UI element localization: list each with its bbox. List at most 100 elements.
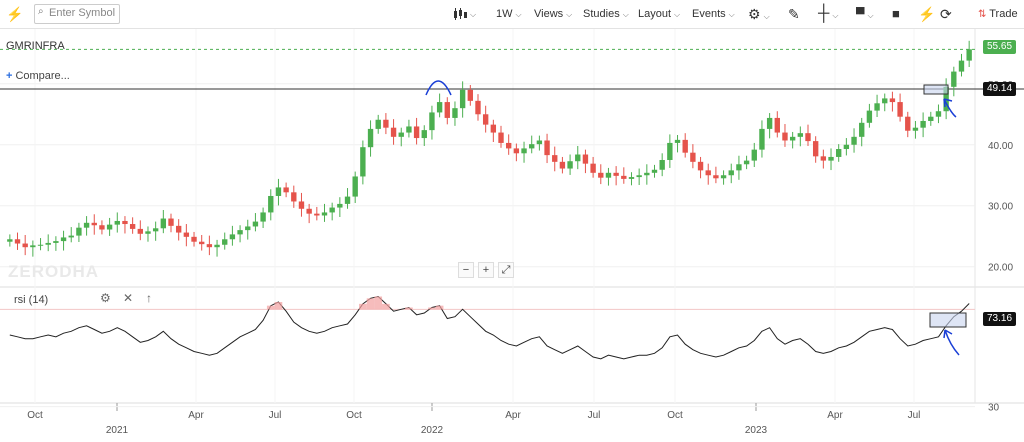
search-input[interactable] [49, 6, 115, 20]
candle-body [199, 241, 205, 245]
candle-body [506, 142, 512, 149]
lightning-icon[interactable]: ⚡ [6, 6, 24, 22]
candle-body [30, 245, 36, 248]
candle-body [452, 108, 458, 118]
month-tick-label: Apr [505, 410, 521, 421]
candle-body [160, 218, 167, 229]
candle-body [521, 148, 527, 154]
candle-body [7, 239, 13, 242]
year-tick-label: 2021 [106, 425, 129, 436]
month-tick-label: Apr [188, 410, 204, 421]
candle-body [490, 124, 497, 133]
candle-body [352, 176, 358, 197]
candle-body [482, 114, 489, 125]
highlight-box [923, 84, 949, 95]
rsi-up-icon[interactable]: ↑ [146, 291, 152, 305]
candle-body [751, 149, 757, 161]
candle-body [836, 149, 842, 157]
refresh-icon[interactable]: ⟳ [940, 6, 952, 22]
interval-button[interactable]: 1W ⌵ [496, 8, 522, 20]
price-tick-label: 40.00 [988, 141, 1013, 152]
fit-button[interactable]: ⤢ [498, 262, 514, 278]
rsi-overbought-fill [405, 307, 413, 310]
candle-body [736, 164, 742, 171]
candle-body [222, 239, 228, 245]
candle-body [114, 220, 120, 225]
candle-body [390, 127, 397, 137]
compare-label: Compare... [15, 70, 70, 82]
candle-body [659, 160, 665, 170]
month-tick-label: Apr [827, 410, 843, 421]
last-price-badge: 55.65 [983, 40, 1017, 54]
rsi-overbought-fill [428, 307, 436, 310]
candle-body [137, 228, 143, 234]
chart-area[interactable]: 20.0030.0040.0050.00OctAprJulOctAprJulOc… [0, 29, 1024, 442]
candle-body [805, 133, 811, 142]
zoom-controls: − + ⤢ [458, 262, 518, 278]
views-button[interactable]: Views ⌵ [534, 8, 573, 20]
search-icon: ⌕ [38, 6, 44, 17]
comment-icon[interactable]: ▀ ⌵ [856, 7, 874, 21]
events-button[interactable]: Events ⌵ [692, 8, 735, 20]
candle-body [99, 225, 105, 230]
candle-body [145, 231, 151, 234]
candle-body [183, 232, 190, 237]
candle-body [398, 132, 404, 137]
layout-button[interactable]: Layout ⌵ [638, 8, 681, 20]
zoom-out-button[interactable]: − [458, 262, 474, 278]
gear-icon[interactable]: ⚙ ⌵ [748, 6, 770, 22]
candle-body [605, 172, 612, 178]
pencil-icon[interactable]: ✎ [788, 6, 800, 22]
candle-body [498, 132, 504, 143]
month-tick-label: Jul [908, 410, 921, 421]
candle-body [91, 222, 97, 226]
price-chart-svg[interactable]: 20.0030.0040.0050.00OctAprJulOctAprJulOc… [0, 29, 1024, 442]
candle-body [536, 140, 543, 145]
rsi-settings-icon[interactable]: ⚙ [100, 291, 111, 305]
events-label: Events [692, 8, 726, 20]
screen-icon[interactable]: ■ [892, 6, 900, 21]
candle-body [375, 119, 381, 129]
candle-body [797, 133, 804, 137]
layout-label: Layout [638, 8, 672, 20]
candle-body [429, 112, 435, 131]
flash-icon[interactable]: ⚡ [918, 6, 936, 22]
crosshair-icon[interactable]: ┼ ⌵ [818, 5, 839, 22]
rsi-line [9, 295, 970, 360]
rsi-overbought-fill [382, 303, 390, 310]
rsi-highlight-box [929, 312, 967, 328]
candle-body [45, 242, 51, 245]
candle-body [329, 207, 335, 213]
candle-body [513, 148, 520, 154]
candle-body [928, 116, 934, 121]
candle-body [413, 126, 420, 139]
studies-button[interactable]: Studies ⌵ [583, 8, 629, 20]
candle-body [152, 228, 159, 232]
rsi-overbought-fill [435, 305, 444, 310]
candle-body [283, 187, 289, 193]
candle-body [76, 227, 82, 236]
zoom-in-button[interactable]: + [478, 262, 494, 278]
candle-body [321, 212, 328, 216]
candle-body [229, 234, 236, 240]
arrow-annotation [943, 98, 957, 118]
rsi-overbought-fill [266, 305, 275, 310]
rsi-label: rsi (14) [14, 294, 49, 306]
candle-body [621, 175, 627, 179]
trade-button[interactable]: ⇅ Trade [978, 0, 1018, 28]
candle-body [720, 175, 727, 179]
compare-button[interactable]: + Compare... [6, 70, 70, 82]
candle-body [882, 98, 888, 104]
chart-type-button[interactable]: ⌵ [453, 0, 476, 28]
interval-label: 1W [496, 8, 513, 20]
price-tick-label: 20.00 [988, 263, 1013, 274]
candle-body [83, 222, 90, 228]
candle-body [383, 119, 389, 128]
candle-body [575, 154, 581, 162]
year-tick-label: 2023 [745, 425, 768, 436]
candlestick-icon [454, 8, 467, 21]
rsi-close-icon[interactable]: ✕ [123, 291, 134, 305]
candle-body [291, 192, 297, 202]
candle-body [22, 243, 28, 248]
symbol-search[interactable]: ⌕ [34, 4, 120, 24]
